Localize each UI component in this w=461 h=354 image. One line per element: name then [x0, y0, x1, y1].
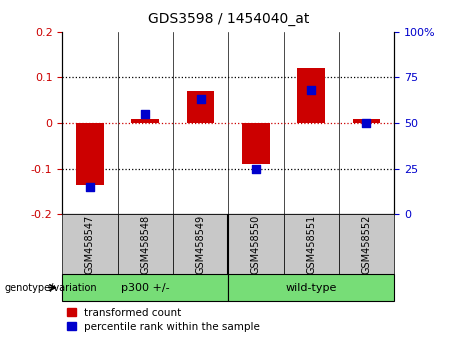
Text: GSM458550: GSM458550 [251, 215, 261, 274]
Text: p300 +/-: p300 +/- [121, 282, 170, 293]
Legend: transformed count, percentile rank within the sample: transformed count, percentile rank withi… [67, 308, 260, 332]
Bar [118, 214, 173, 274]
Text: GDS3598 / 1454040_at: GDS3598 / 1454040_at [148, 12, 309, 27]
Point [307, 87, 315, 93]
Point [142, 111, 149, 117]
Bar [242, 123, 270, 164]
Bar [131, 119, 159, 123]
Bar [187, 91, 214, 123]
Text: GSM458551: GSM458551 [306, 215, 316, 274]
Point [197, 97, 204, 102]
Bar [76, 123, 104, 184]
Text: GSM458552: GSM458552 [361, 215, 372, 274]
Bar [339, 214, 394, 274]
Bar [353, 119, 380, 123]
Text: genotype/variation: genotype/variation [5, 282, 97, 293]
Bar [228, 214, 284, 274]
Bar [297, 68, 325, 123]
Bar [284, 214, 339, 274]
Text: GSM458549: GSM458549 [195, 215, 206, 274]
Bar [173, 214, 228, 274]
Point [363, 120, 370, 126]
Point [252, 166, 260, 171]
Text: GSM458547: GSM458547 [85, 215, 95, 274]
Point [86, 184, 94, 190]
Bar [62, 214, 118, 274]
Bar [228, 274, 394, 301]
Bar [62, 274, 228, 301]
Text: wild-type: wild-type [285, 282, 337, 293]
Text: GSM458548: GSM458548 [140, 215, 150, 274]
